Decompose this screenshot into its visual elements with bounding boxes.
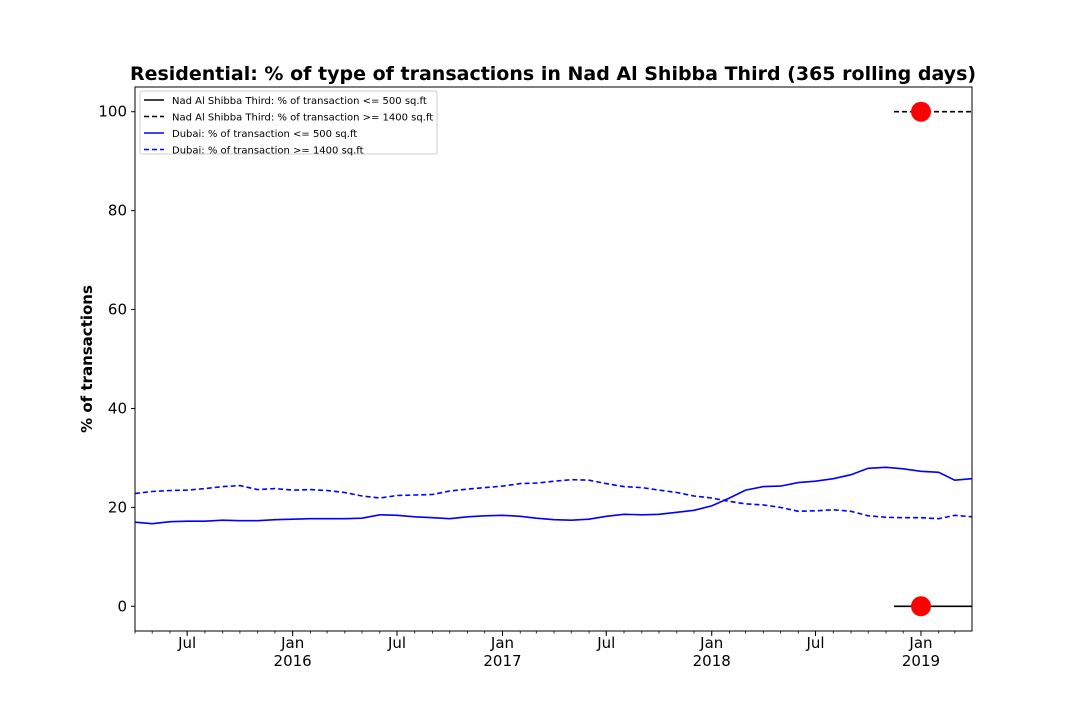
scatter-point (911, 596, 931, 617)
y-tick-label: 60 (108, 301, 127, 319)
legend-label: Nad Al Shibba Third: % of transaction >=… (172, 113, 433, 124)
legend-label: Dubai: % of transaction <= 500 sq.ft (172, 129, 357, 140)
legend-label: Dubai: % of transaction >= 1400 sq.ft (172, 146, 364, 157)
y-tick-label: 0 (117, 597, 127, 615)
x-tick-year-label: 2018 (693, 652, 731, 670)
chart-title: Residential: % of type of transactions i… (130, 63, 976, 85)
axes-frame (134, 86, 973, 632)
legend: Nad Al Shibba Third: % of transaction <=… (139, 90, 438, 157)
x-tick-year-label: 2017 (483, 652, 521, 670)
plot-area (135, 101, 972, 617)
x-tick-label: Jan (699, 634, 723, 652)
y-tick-label: 40 (108, 399, 127, 417)
y-tick-label: 20 (108, 498, 127, 516)
x-tick-year-label: 2019 (902, 652, 940, 670)
x-tick-label: Jan (280, 634, 304, 652)
x-tick-year-label: 2016 (274, 652, 312, 670)
x-tick-label: Jan (908, 634, 932, 652)
legend-box (139, 90, 438, 155)
y-tick-label: 80 (108, 202, 127, 220)
series-line-3 (135, 466, 972, 525)
x-tick-label: Jul (596, 634, 615, 652)
x-tick-label: Jul (177, 634, 196, 652)
x-tick-label: Jul (805, 634, 824, 652)
series-line-4 (135, 478, 972, 520)
x-tick-label: Jul (387, 634, 406, 652)
y-axis: 0 20 40 60 80 100 (98, 103, 135, 615)
y-tick-label: 100 (98, 103, 127, 121)
y-axis-label: % of transactions (78, 285, 96, 433)
x-tick-label: Jan (490, 634, 514, 652)
scatter-point (911, 101, 931, 122)
legend-label: Nad Al Shibba Third: % of transaction <=… (172, 96, 427, 107)
